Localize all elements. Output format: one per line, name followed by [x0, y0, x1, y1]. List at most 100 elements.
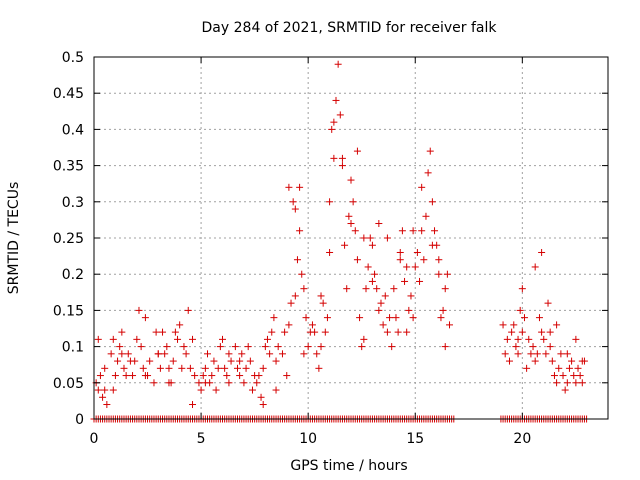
data-point-marker [510, 321, 518, 329]
data-point-marker [368, 277, 376, 285]
data-point-marker [336, 111, 344, 119]
data-point-marker [114, 357, 122, 365]
data-point-marker [103, 401, 111, 409]
data-point-marker [137, 343, 145, 351]
data-point-marker [550, 372, 558, 380]
data-point-marker [531, 263, 539, 271]
data-point-marker [101, 386, 109, 394]
data-point-marker [332, 96, 340, 104]
data-point-marker [386, 314, 394, 322]
data-point-marker [388, 343, 396, 351]
data-point-marker [360, 335, 368, 343]
data-point-marker [516, 306, 524, 314]
data-point-marker [416, 277, 424, 285]
data-point-marker [403, 328, 411, 336]
data-point-marker [263, 335, 271, 343]
data-point-marker [216, 343, 224, 351]
data-point-marker [341, 241, 349, 249]
data-point-marker [214, 364, 222, 372]
data-point-marker [323, 314, 331, 322]
data-point-marker [270, 314, 278, 322]
data-point-marker [287, 299, 295, 307]
data-point-marker [401, 277, 409, 285]
data-point-marker [572, 335, 580, 343]
y-tick-label: 0.2 [62, 267, 84, 283]
y-tick-labels: 0 0.05 0.1 0.15 0.2 0.25 0.3 0.35 0.4 0.45 0.5 [53, 50, 84, 428]
data-point-marker [94, 386, 102, 394]
data-point-marker [171, 328, 179, 336]
data-point-marker [546, 343, 554, 351]
data-point-marker [278, 350, 286, 358]
data-point-marker [274, 343, 282, 351]
data-point-marker [362, 285, 370, 293]
data-point-marker [396, 256, 404, 264]
data-point-marker [538, 248, 546, 256]
data-point-marker [96, 372, 104, 380]
data-point-marker [255, 372, 263, 380]
data-point-marker [431, 227, 439, 235]
data-point-marker [259, 364, 267, 372]
data-point-marker [120, 364, 128, 372]
data-point-marker [328, 125, 336, 133]
data-point-marker [223, 372, 231, 380]
data-point-marker [563, 379, 571, 387]
data-point-marker [523, 364, 531, 372]
axis-ticks [93, 56, 608, 420]
data-point-marker [308, 321, 316, 329]
data-point-marker [208, 372, 216, 380]
data-point-marker [360, 234, 368, 242]
data-point-marker [568, 357, 576, 365]
data-point-marker [315, 364, 323, 372]
grid-lines [94, 57, 608, 419]
data-point-marker [565, 364, 573, 372]
y-tick-label: 0.35 [53, 159, 84, 175]
y-tick-label: 0.5 [62, 50, 84, 66]
data-point-marker [403, 263, 411, 271]
data-point-marker [514, 350, 522, 358]
data-point-marker [266, 350, 274, 358]
data-point-marker [371, 270, 379, 278]
data-point-marker [426, 147, 434, 155]
data-point-marker [163, 343, 171, 351]
data-point-marker [503, 335, 511, 343]
y-tick-label: 0.3 [62, 195, 84, 211]
data-point-marker [139, 364, 147, 372]
data-point-marker [124, 350, 132, 358]
data-point-marker [304, 343, 312, 351]
data-point-marker [424, 169, 432, 177]
data-point-marker [109, 386, 117, 394]
data-point-marker [570, 372, 578, 380]
data-point-marker [409, 314, 417, 322]
data-point-marker [520, 314, 528, 322]
data-point-marker [99, 393, 107, 401]
data-point-marker [165, 364, 173, 372]
data-point-marker [349, 198, 357, 206]
data-point-marker [392, 314, 400, 322]
data-point-marker [578, 379, 586, 387]
data-point-marker [191, 372, 199, 380]
data-point-marker [505, 357, 513, 365]
y-tick-label: 0.1 [62, 340, 84, 356]
data-point-marker [302, 314, 310, 322]
data-point-marker [557, 350, 565, 358]
data-point-marker [508, 328, 516, 336]
data-point-marker [546, 328, 554, 336]
data-point-marker [204, 350, 212, 358]
data-point-marker [311, 328, 319, 336]
data-point-marker [420, 256, 428, 264]
data-point-marker [116, 343, 124, 351]
y-tick-label: 0.15 [53, 303, 84, 319]
data-point-marker [499, 321, 507, 329]
data-point-marker [358, 343, 366, 351]
data-point-marker [300, 285, 308, 293]
data-point-marker [182, 350, 190, 358]
data-point-marker [238, 350, 246, 358]
data-series-markers [92, 60, 588, 409]
data-point-marker [353, 256, 361, 264]
data-point-marker [268, 328, 276, 336]
data-point-marker [317, 292, 325, 300]
data-point-marker [195, 379, 203, 387]
data-point-marker [501, 350, 509, 358]
data-point-marker [285, 183, 293, 191]
